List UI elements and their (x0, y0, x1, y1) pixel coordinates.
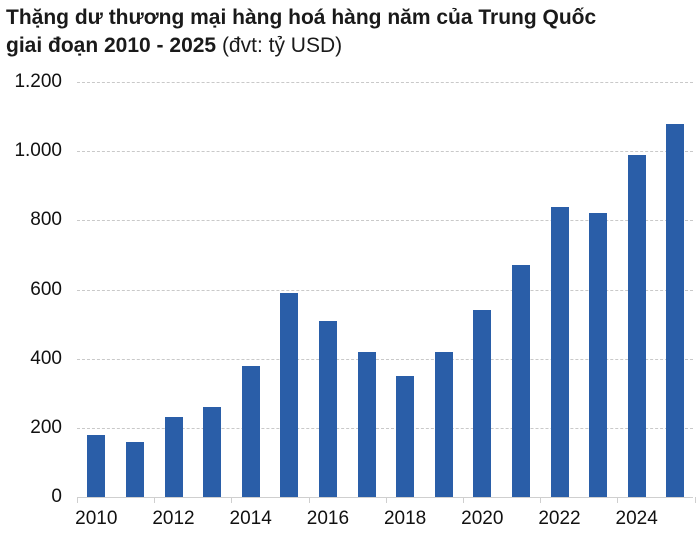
x-tick (694, 497, 696, 503)
bar-2023 (589, 213, 608, 497)
bar-2020 (473, 310, 492, 497)
gridline (77, 151, 693, 153)
x-tick-label: 2018 (383, 508, 427, 529)
y-tick-label: 0 (51, 486, 62, 507)
bar-2013 (203, 407, 222, 497)
x-tick (154, 497, 156, 503)
bar-2014 (241, 365, 260, 497)
bar-2016 (318, 320, 337, 497)
bar-2018 (396, 375, 415, 497)
x-tick-label: 2012 (152, 508, 195, 529)
bar-2015 (280, 292, 299, 497)
x-tick-label: 2016 (306, 508, 350, 529)
y-tick-label: 800 (30, 209, 62, 231)
bar-2022 (550, 206, 569, 497)
gridline (77, 358, 693, 360)
y-tick-label: 400 (30, 347, 62, 369)
x-tick-label: 2024 (615, 508, 658, 529)
y-tick-label: 600 (30, 278, 62, 300)
x-tick (463, 497, 464, 503)
bar-2012 (164, 417, 183, 497)
x-tick (231, 497, 233, 503)
bar-2017 (357, 351, 376, 497)
x-tick-label: 2020 (461, 508, 504, 529)
x-tick (540, 497, 542, 503)
bar-2025 (666, 123, 685, 497)
bar-2011 (125, 441, 144, 497)
x-tick (308, 497, 310, 503)
x-tick (77, 497, 78, 503)
title-line-1: Thặng dư thương mại hàng hoá hàng năm củ… (6, 6, 597, 29)
bar-2021 (511, 265, 530, 497)
x-tick-label: 2014 (229, 508, 272, 529)
x-tick (617, 497, 619, 503)
gridline (77, 82, 693, 83)
x-tick-label: 2010 (75, 508, 118, 529)
title-unit: (đvt: tỷ USD) (216, 34, 343, 57)
y-tick-label: 1.200 (14, 71, 62, 92)
bar-2010 (87, 434, 106, 497)
chart-title: Thặng dư thương mại hàng hoá hàng năm củ… (6, 4, 596, 60)
title-line-2: giai đoạn 2010 - 2025 (6, 34, 217, 57)
x-tick-label: 2022 (538, 508, 581, 529)
x-axis (77, 497, 693, 498)
x-tick (385, 497, 387, 503)
gridline (77, 220, 693, 222)
gridline (77, 427, 693, 429)
bar-2024 (627, 154, 646, 497)
y-tick-label: 200 (30, 416, 62, 438)
bar-2019 (434, 351, 453, 497)
gridline (77, 289, 693, 291)
y-tick-label: 1.000 (14, 140, 62, 162)
